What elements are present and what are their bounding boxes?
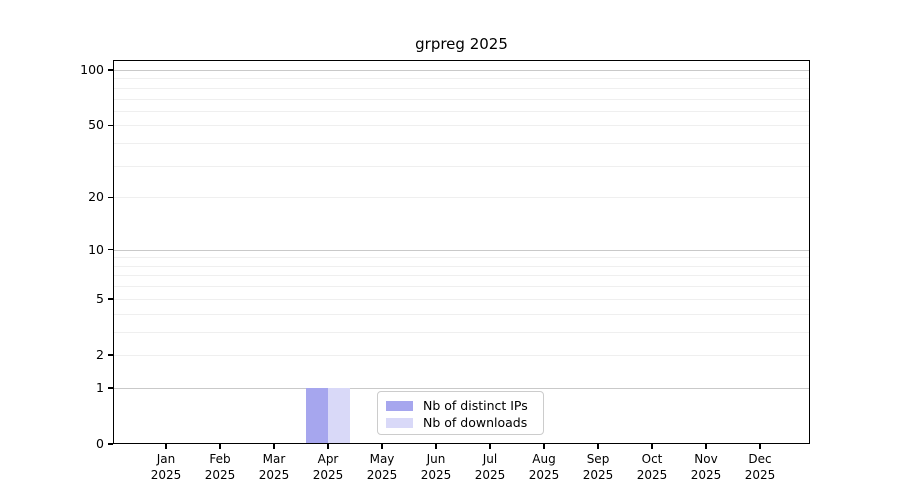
x-tick-label: Jan 2025 [150,452,182,482]
x-tick-mark [327,444,329,449]
x-tick-mark [165,444,167,449]
x-tick-label: Sep 2025 [582,452,614,482]
x-tick-mark [219,444,221,449]
gridline-major [113,249,810,251]
x-tick-label: Feb 2025 [204,452,236,482]
gridline-major [113,70,810,71]
x-tick-label: Oct 2025 [636,452,668,482]
y-tick-mark [108,248,113,251]
gridline-minor [113,257,810,259]
gridline-minor [113,354,810,356]
gridline-minor [113,313,810,315]
y-tick-label: 2 [96,346,104,362]
y-tick-mark [108,124,113,127]
x-tick-mark [705,444,707,449]
legend-label: Nb of downloads [423,415,528,430]
plot-area [113,60,810,444]
y-tick-label: 50 [88,117,104,133]
y-tick-mark [108,69,113,71]
x-tick-label: Mar 2025 [258,452,290,482]
gridline-minor [113,265,810,267]
y-tick-mark [108,443,113,445]
y-tick-label: 5 [96,290,104,306]
y-tick-label: 100 [80,62,104,77]
x-tick-mark [597,444,599,449]
y-tick-mark [108,196,113,199]
y-tick-label: 20 [88,189,104,205]
bar-nb-of-downloads-apr [327,387,350,444]
y-tick-mark [108,387,113,389]
legend-item-downloads: Nb of downloads [386,414,543,431]
gridline-minor [113,197,810,199]
gridline-minor [113,286,810,288]
x-tick-mark [759,444,761,449]
legend-swatch-distinct-ips [386,400,413,411]
x-tick-label: Nov 2025 [690,452,722,482]
x-tick-label: Dec 2025 [744,452,776,482]
y-tick-label: 0 [96,436,104,451]
gridline-minor [113,331,810,333]
legend-label: Nb of distinct IPs [423,398,528,413]
x-tick-label: Apr 2025 [312,452,344,482]
gridline-minor [113,78,810,80]
legend-swatch-downloads [386,417,413,428]
gridline-minor [113,143,810,145]
bar-nb-of-distinct-ips-apr [305,387,328,444]
x-tick-label: Jul 2025 [474,452,506,482]
x-tick-mark [435,444,437,449]
x-tick-mark [543,444,545,449]
y-tick-label: 10 [88,241,104,257]
gridline-minor [113,165,810,167]
y-tick-label: 1 [96,379,104,395]
gridline-major [113,387,810,389]
x-tick-label: Aug 2025 [528,452,560,482]
gridline-minor [113,275,810,277]
gridline-minor [113,87,810,89]
x-tick-mark [273,444,275,449]
gridline-minor [113,298,810,300]
y-tick-mark [108,354,113,356]
legend-item-distinct-ips: Nb of distinct IPs [386,397,543,414]
x-tick-label: May 2025 [366,452,398,482]
gridline-minor [113,110,810,112]
x-tick-mark [651,444,653,449]
gridline-minor [113,125,810,127]
x-tick-mark [381,444,383,449]
legend: Nb of distinct IPs Nb of downloads [377,391,544,435]
x-tick-mark [489,444,491,449]
y-tick-mark [108,298,113,300]
gridline-minor [113,98,810,100]
x-tick-label: Jun 2025 [420,452,452,482]
chart-title: grpreg 2025 [415,35,508,53]
